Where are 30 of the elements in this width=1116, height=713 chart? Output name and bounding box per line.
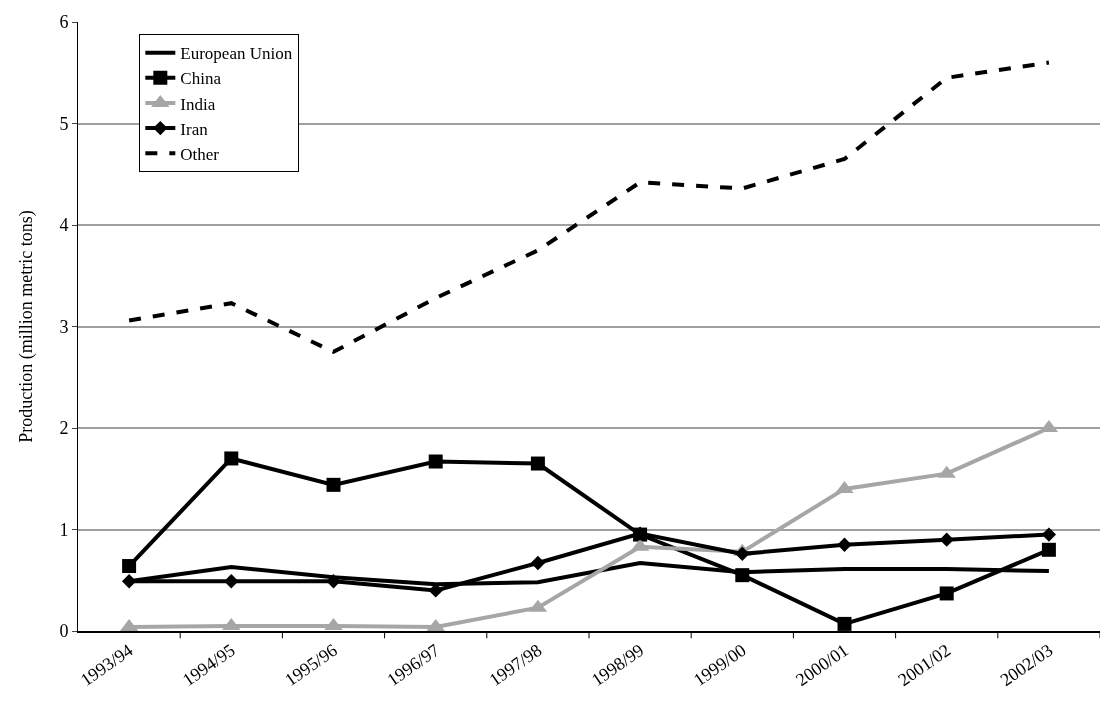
legend-label: Iran	[180, 119, 209, 139]
point	[1041, 527, 1057, 542]
y-tick-label: 1	[59, 519, 69, 540]
point	[224, 574, 239, 589]
point	[735, 568, 750, 583]
point	[428, 454, 443, 469]
point	[939, 532, 954, 547]
y-tick-label: 4	[59, 215, 69, 236]
point	[939, 586, 954, 601]
point	[121, 574, 137, 589]
y-axis-title: Production (million metric tons)	[16, 210, 37, 443]
point	[530, 456, 545, 471]
y-tick-label: 6	[59, 12, 69, 33]
y-tick-label: 5	[59, 113, 69, 134]
point	[837, 537, 852, 552]
point	[837, 616, 852, 631]
y-tick-label: 0	[59, 621, 69, 642]
y-tick-label: 3	[59, 316, 69, 337]
point	[735, 546, 750, 562]
y-tick-label: 2	[59, 418, 69, 439]
point	[122, 559, 137, 574]
point	[224, 451, 239, 466]
point	[326, 574, 341, 589]
legend-label: Other	[180, 144, 220, 164]
legend-label: China	[180, 69, 222, 89]
legend-label: India	[180, 94, 216, 114]
legend-label: European Union	[180, 44, 293, 64]
point	[326, 477, 341, 492]
point	[530, 555, 546, 571]
point	[1041, 542, 1056, 557]
